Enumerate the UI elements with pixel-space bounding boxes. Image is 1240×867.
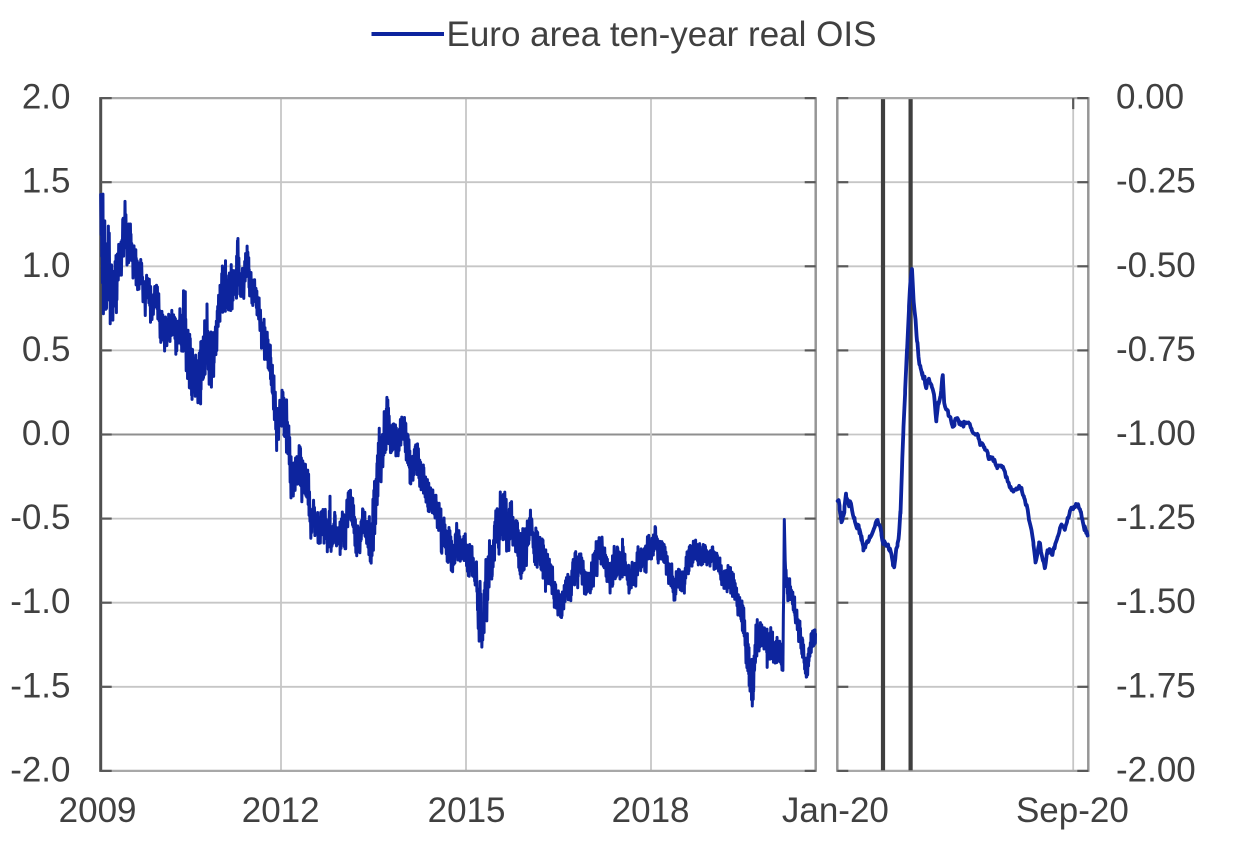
- svg-text:-1.5: -1.5: [10, 666, 70, 705]
- svg-text:1.0: 1.0: [22, 246, 71, 285]
- svg-text:-1.25: -1.25: [1116, 498, 1196, 537]
- svg-text:2015: 2015: [428, 791, 506, 830]
- svg-text:-1.00: -1.00: [1116, 414, 1196, 453]
- svg-text:2012: 2012: [242, 791, 320, 830]
- svg-text:-1.50: -1.50: [1116, 582, 1196, 621]
- svg-text:-1.0: -1.0: [10, 582, 70, 621]
- svg-text:-0.5: -0.5: [10, 498, 70, 537]
- svg-text:Euro area ten-year real OIS: Euro area ten-year real OIS: [447, 15, 877, 54]
- svg-text:-0.50: -0.50: [1116, 246, 1196, 285]
- svg-text:1.5: 1.5: [22, 162, 71, 201]
- svg-text:-0.25: -0.25: [1116, 162, 1196, 201]
- svg-text:0.5: 0.5: [22, 330, 71, 369]
- svg-text:0.00: 0.00: [1116, 78, 1184, 117]
- svg-text:-2.00: -2.00: [1116, 750, 1196, 789]
- svg-text:2018: 2018: [612, 791, 690, 830]
- svg-text:2009: 2009: [59, 791, 137, 830]
- svg-text:Sep-20: Sep-20: [1016, 791, 1129, 830]
- svg-text:-2.0: -2.0: [10, 750, 70, 789]
- svg-text:0.0: 0.0: [22, 414, 71, 453]
- svg-text:-1.75: -1.75: [1116, 666, 1196, 705]
- svg-text:Jan-20: Jan-20: [782, 791, 889, 830]
- svg-text:2.0: 2.0: [22, 78, 71, 117]
- svg-text:-0.75: -0.75: [1116, 330, 1196, 369]
